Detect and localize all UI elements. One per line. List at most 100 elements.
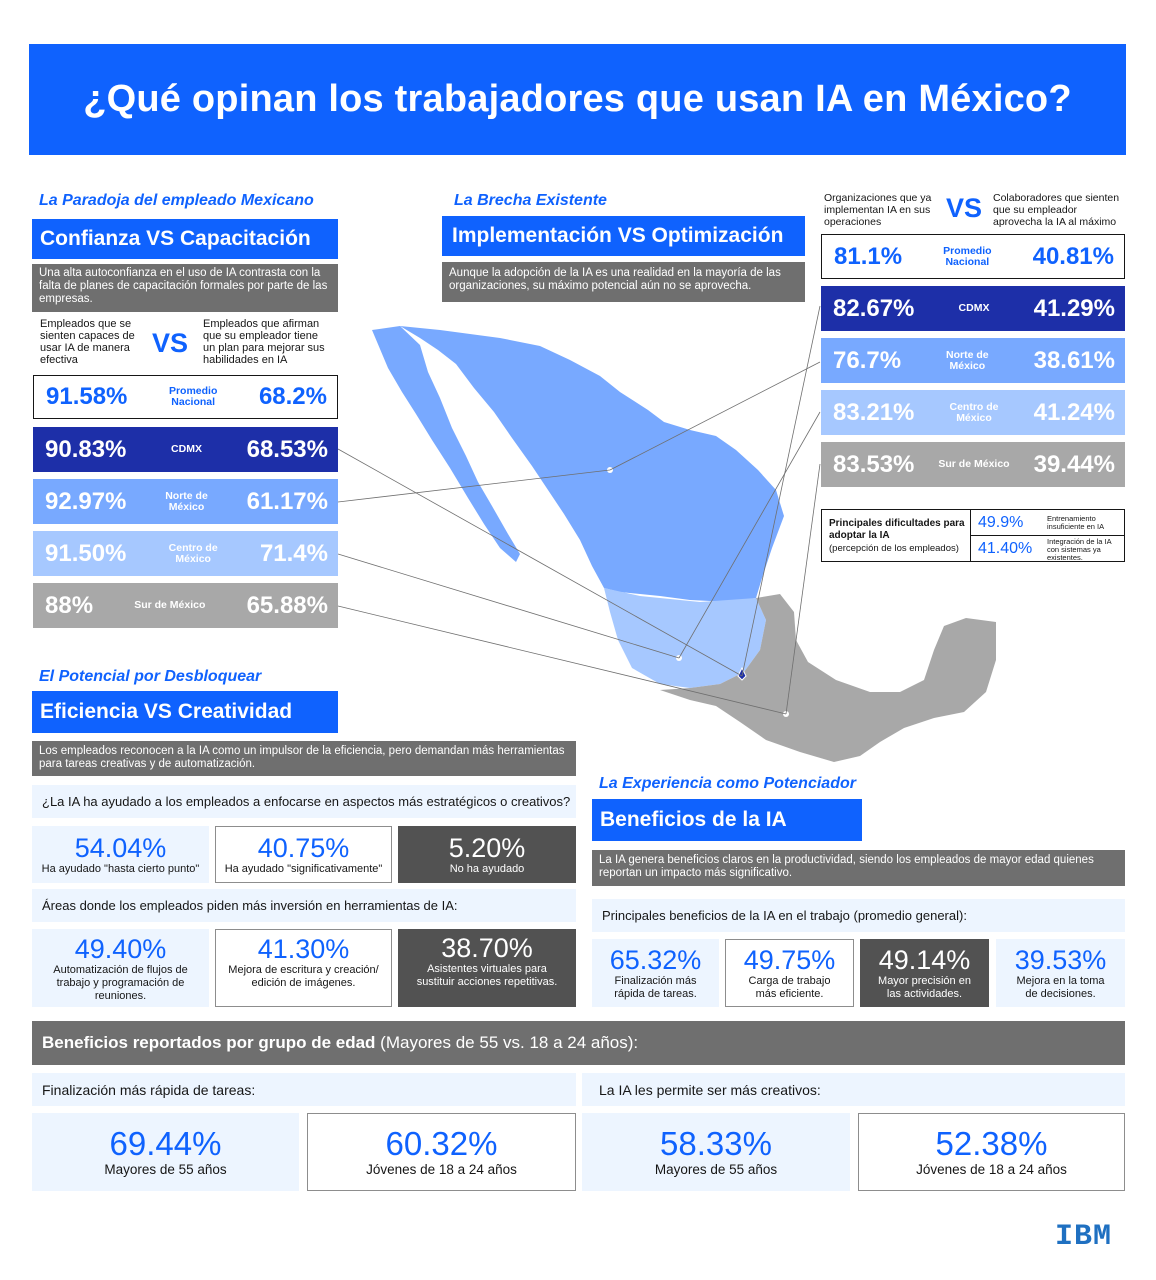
section1-right-label: Empleados que afirman que su empleador t… xyxy=(203,318,325,366)
age-heading-bold: Beneficios reportados por grupo de edad xyxy=(42,1033,376,1052)
s4-stat1-label: Finalización más rápida de tareas. xyxy=(614,975,697,1000)
s2-norte-left: 76.7% xyxy=(833,346,902,374)
s2-centro-region: Centro de México xyxy=(949,400,999,424)
s1-row-cdmx: 90.83% CDMX 68.53% xyxy=(33,427,338,472)
age-heading-rest: (Mayores de 55 vs. 18 a 24 años): xyxy=(375,1033,639,1052)
difficulty-2-value: 41.40% xyxy=(978,540,1033,557)
section2-vs: VS xyxy=(946,193,983,223)
s4-stat4-label: Mejora en la toma de decisiones. xyxy=(1016,975,1105,1000)
difficulty-2-label: Integración de la IA con sistemas ya exi… xyxy=(1047,537,1112,562)
s2-centro-right: 41.24% xyxy=(1033,398,1115,426)
s1-norte-left: 92.97% xyxy=(45,487,127,515)
ibm-logo: IBM xyxy=(1055,1220,1113,1254)
s2-centro-left: 83.21% xyxy=(833,398,915,426)
s2-nacional-left: 81.1% xyxy=(834,242,903,270)
section1-heading: Confianza VS Capacitación xyxy=(32,219,338,259)
s4-stat3-label: Mayor precisión en las actividades. xyxy=(878,975,971,1000)
section2-kicker: La Brecha Existente xyxy=(454,192,607,209)
age-stat1-value: 69.44% xyxy=(109,1125,222,1162)
s1-centro-right: 71.4% xyxy=(259,539,328,567)
s2-cdmx-region: CDMX xyxy=(958,302,990,314)
section4-question-bold: Principales beneficios de la IA en el tr… xyxy=(602,908,850,923)
s2-row-centro: 83.21% Centro de México 41.24% xyxy=(821,390,1125,435)
section3-heading: Eficiencia VS Creatividad xyxy=(32,691,338,733)
section2-description: Aunque la adopción de la IA es una reali… xyxy=(442,262,805,302)
s1-cdmx-right: 68.53% xyxy=(246,435,328,463)
difficulty-1-value: 49.9% xyxy=(978,514,1024,531)
s3-stat3-label: No ha ayudado xyxy=(449,863,525,875)
s2-sur-region: Sur de México xyxy=(938,458,1010,470)
age-stat3-card: 58.33% Mayores de 55 años xyxy=(582,1113,850,1191)
age-stat3-value: 58.33% xyxy=(660,1125,772,1162)
s1-cdmx-region: CDMX xyxy=(171,443,202,455)
difficulty-1-label: Entrenamiento insuficiente en IA xyxy=(1047,514,1105,531)
s4-stat1-card: 65.32% Finalización más rápida de tareas… xyxy=(592,939,719,1007)
s2-nacional-right: 40.81% xyxy=(1032,242,1114,270)
s1-nacional-right: 68.2% xyxy=(258,383,327,410)
s1-nacional-region: Promedio Nacional xyxy=(168,385,218,408)
section2-heading: Implementación VS Optimización xyxy=(442,216,805,256)
age-stat2-value: 60.32% xyxy=(385,1125,498,1162)
s3-stat1-label: Ha ayudado "hasta cierto punto" xyxy=(41,863,200,875)
s1-norte-region: Norte de México xyxy=(165,489,208,513)
map-region-norte xyxy=(400,326,784,602)
s3-stat1-value: 54.04% xyxy=(74,833,167,863)
age-stat4-label: Jóvenes de 18 a 24 años xyxy=(916,1162,1067,1177)
age-right-title: La IA les permite ser más creativos: xyxy=(582,1073,1125,1106)
s3-stat2-value: 40.75% xyxy=(257,833,350,863)
s3-area2-card: 41.30% Mejora de escritura y creación/ e… xyxy=(215,929,392,1007)
section1-kicker: La Paradoja del empleado Mexicano xyxy=(39,192,314,209)
s3-stat2-card: 40.75% Ha ayudado "significativamente" xyxy=(215,826,392,883)
s3-area1-card: 49.40% Automatización de flujos de traba… xyxy=(32,929,209,1007)
section1-description: Una alta autoconfianza en el uso de IA c… xyxy=(32,264,338,312)
s4-stat2-card: 49.75% Carga de trabajo más eficiente. xyxy=(725,939,854,1007)
section3-question1: ¿La IA ha ayudado a los empleados a enfo… xyxy=(32,785,576,818)
section1-vs: VS xyxy=(152,328,189,358)
section2-left-label: Organizaciones que ya implementan IA en … xyxy=(824,192,932,228)
s4-stat2-label: Carga de trabajo más eficiente. xyxy=(748,975,831,1000)
s4-stat4-card: 39.53% Mejora en la toma de decisiones. xyxy=(996,939,1125,1007)
s1-row-norte: 92.97% Norte de México 61.17% xyxy=(33,479,338,524)
s1-nacional-left: 91.58% xyxy=(46,383,128,410)
s4-stat4-value: 39.53% xyxy=(1014,945,1107,975)
map-region-baja xyxy=(372,326,520,562)
section3-description: Los empleados reconocen a la IA como un … xyxy=(32,741,576,776)
map-region-sur xyxy=(660,594,996,762)
s1-row-centro: 91.50% Centro de México 71.4% xyxy=(33,531,338,576)
s2-row-sur: 83.53% Sur de México 39.44% xyxy=(821,442,1125,487)
s1-sur-left: 88% xyxy=(45,591,94,619)
s1-centro-left: 91.50% xyxy=(45,539,127,567)
age-heading: Beneficios reportados por grupo de edad … xyxy=(32,1021,1125,1065)
section3-question2: Áreas donde los empleados piden más inve… xyxy=(32,889,576,922)
age-stat1-label: Mayores de 55 años xyxy=(104,1162,227,1177)
section1-left-label: Empleados que se sienten capaces de usar… xyxy=(40,318,135,366)
s1-row-nacional: 91.58% Promedio Nacional 68.2% xyxy=(33,375,338,419)
s4-stat3-card: 49.14% Mayor precisión en las actividade… xyxy=(860,939,989,1007)
cdmx-marker xyxy=(737,666,747,681)
s3-stat1-card: 54.04% Ha ayudado "hasta cierto punto" xyxy=(32,826,209,883)
s3-area1-label: Automatización de flujos de trabajo y pr… xyxy=(53,963,188,1002)
s3-stat2-label: Ha ayudado "significativamente" xyxy=(224,863,383,875)
page-title: ¿Qué opinan los trabajadores que usan IA… xyxy=(83,78,1072,120)
s2-sur-right: 39.44% xyxy=(1033,450,1115,478)
s3-area3-card: 38.70% Asistentes virtuales para sustitu… xyxy=(398,929,576,1007)
age-stat4-card: 52.38% Jóvenes de 18 a 24 años xyxy=(858,1113,1125,1191)
age-left-title: Finalización más rápida de tareas: xyxy=(32,1073,576,1106)
s3-area3-value: 38.70% xyxy=(441,933,533,963)
s4-stat3-value: 49.14% xyxy=(878,945,971,975)
difficulties-table: Principales dificultades para adoptar la… xyxy=(821,509,1125,562)
s1-row-sur: 88% Sur de México 65.88% xyxy=(33,583,338,628)
section3-kicker: El Potencial por Desbloquear xyxy=(39,668,262,685)
s3-stat3-value: 5.20% xyxy=(448,833,526,863)
age-stat2-card: 60.32% Jóvenes de 18 a 24 años xyxy=(307,1113,576,1191)
section2-right-label: Colaboradores que sienten que su emplead… xyxy=(993,192,1120,228)
s1-cdmx-left: 90.83% xyxy=(45,435,127,463)
s1-sur-region: Sur de México xyxy=(134,599,206,611)
section4-question: Principales beneficios de la IA en el tr… xyxy=(592,899,1125,932)
s2-cdmx-left: 82.67% xyxy=(833,294,915,322)
s3-area1-value: 49.40% xyxy=(74,933,167,964)
section4-description: La IA genera beneficios claros en la pro… xyxy=(592,850,1125,886)
s4-stat2-value: 49.75% xyxy=(743,945,836,975)
section4-kicker: La Experiencia como Potenciador xyxy=(599,775,856,792)
